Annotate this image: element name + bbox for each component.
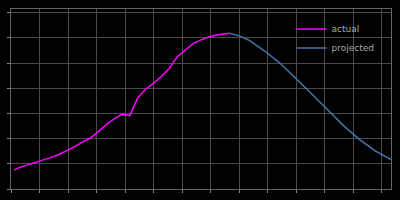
svg-text:actual: actual	[332, 24, 360, 34]
svg-text:projected: projected	[332, 43, 375, 53]
